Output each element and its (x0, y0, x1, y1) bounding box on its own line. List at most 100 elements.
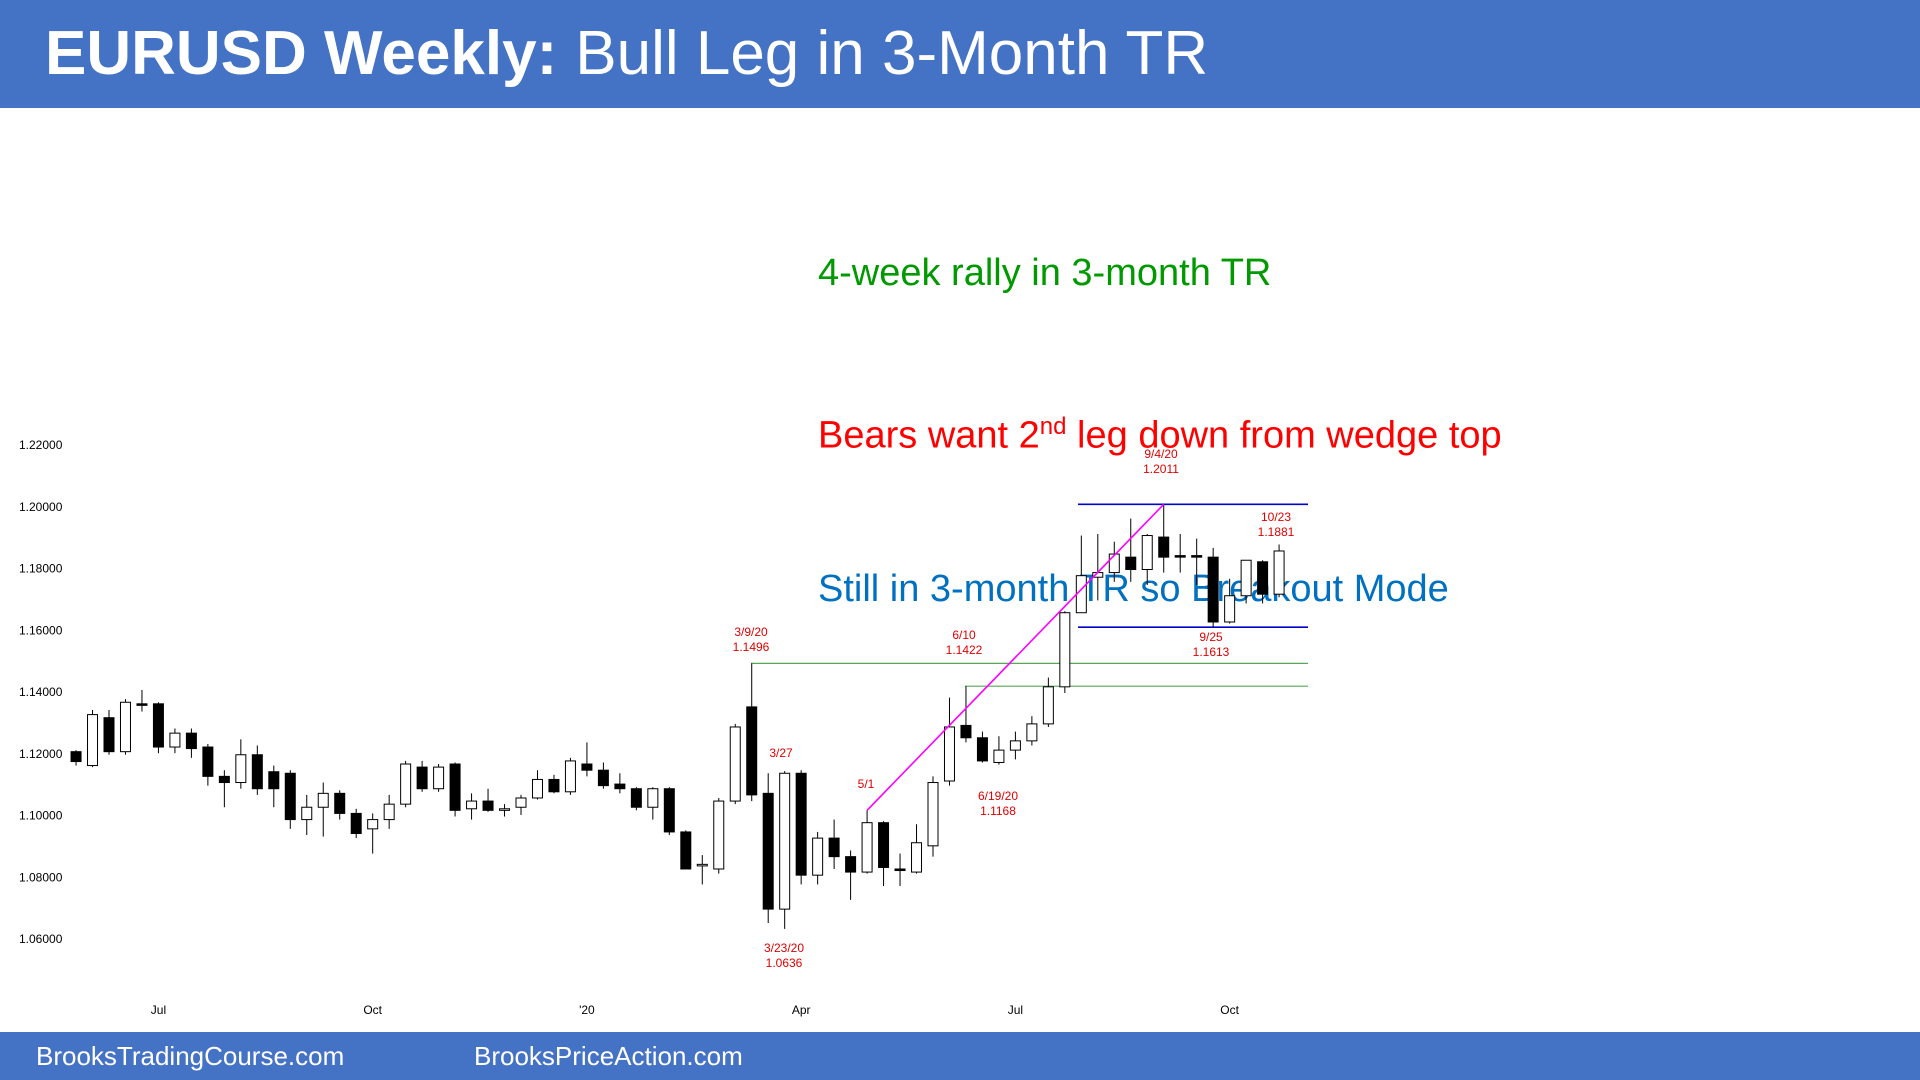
candle-body (301, 806, 313, 821)
candle-body (169, 732, 181, 748)
candle-body (943, 726, 955, 782)
candle-body (1257, 561, 1269, 595)
candle-body (812, 837, 824, 876)
candle-body (927, 782, 939, 847)
notes: 4-week rally in 3-month TR Bears want 2n… (818, 146, 1502, 666)
y-tick-label: 1.10000 (19, 809, 63, 823)
candle-body (564, 760, 576, 793)
candle-body (1141, 535, 1153, 570)
annotation-date: 6/19/20 (978, 789, 1018, 803)
candle-body (531, 778, 543, 799)
note-part: leg down from wedge top (1066, 414, 1502, 457)
annotation-date: 9/25 (1199, 630, 1223, 644)
candle-body (449, 763, 461, 811)
candle-body (696, 863, 708, 867)
annotation-date: 5/1 (858, 777, 875, 791)
x-tick-label: Jul (151, 1003, 166, 1017)
candle-body (1191, 555, 1203, 558)
candle-body (1026, 723, 1038, 742)
annotation-date: 10/23 (1261, 510, 1291, 524)
candle-body (268, 771, 280, 790)
footer: BrooksTradingCourse.com BrooksPriceAction… (0, 1032, 1920, 1080)
candle-body (1108, 553, 1120, 574)
annotation-price: 1.1422 (946, 643, 983, 657)
candle-body (482, 800, 494, 811)
candle-body (350, 812, 362, 834)
candle-body (762, 792, 774, 910)
candle-body (1224, 595, 1236, 623)
candle-body (218, 775, 230, 784)
title-rest: Bull Leg in 3-Month TR (575, 19, 1209, 88)
candle-body (87, 714, 99, 767)
candle-body (202, 746, 214, 777)
candle-body (1009, 740, 1021, 751)
y-tick-label: 1.14000 (19, 685, 63, 699)
note-part: Bears want 2 (818, 414, 1040, 457)
candle-body (894, 868, 906, 872)
candle-body (1158, 536, 1170, 558)
footer-link: BrooksPriceAction.com (474, 1041, 743, 1071)
candle-body (878, 822, 890, 868)
candle-body (334, 792, 346, 814)
candle-body (383, 803, 395, 821)
header: EURUSD Weekly: Bull Leg in 3-Month TR (0, 0, 1920, 108)
candle-body (647, 788, 659, 808)
annotation-date: 3/27 (769, 746, 793, 760)
candle-body (1273, 550, 1285, 595)
candle-body (367, 819, 379, 830)
annotation-date: 3/9/20 (734, 625, 768, 639)
annotation-date: 9/4/20 (1144, 447, 1178, 461)
candle-body (630, 788, 642, 808)
candle-body (1075, 575, 1087, 614)
candle-body (416, 766, 428, 790)
x-tick-label: Apr (792, 1003, 811, 1017)
annotation-price: 1.1168 (980, 804, 1016, 818)
x-tick-label: Oct (1220, 1003, 1239, 1017)
y-tick-label: 1.22000 (19, 438, 63, 452)
candle-body (235, 754, 247, 784)
x-tick-label: '20 (579, 1003, 595, 1017)
note: Bears want 2nd leg down from wedge top (818, 401, 1502, 462)
candle-body (152, 703, 164, 748)
note-sup: nd (1039, 413, 1067, 440)
candle-body (185, 732, 197, 750)
annotation-price: 1.1613 (1193, 645, 1230, 659)
candle-body (1059, 612, 1071, 688)
annotation-price: 1.1881 (1258, 525, 1295, 539)
candle-body (993, 749, 1005, 763)
candle-body (828, 837, 840, 858)
candle-body (597, 769, 609, 787)
y-tick-label: 1.20000 (19, 500, 63, 514)
y-tick-label: 1.08000 (19, 870, 63, 884)
footer-link: BrooksTradingCourse.com (36, 1041, 345, 1071)
chart: 1.06000 1.08000 1.10000 1.12000 1.14000 1.160… (19, 438, 1308, 1017)
candle-body (548, 778, 560, 793)
candle-body (779, 772, 791, 910)
candle-body (713, 800, 725, 870)
candle-body (845, 856, 857, 873)
trend-line (866, 503, 1165, 811)
candle-body (499, 808, 511, 811)
candle-body (251, 754, 263, 790)
candle-body (284, 772, 296, 821)
annotation-price: 1.2011 (1143, 462, 1179, 476)
candle-body (680, 831, 692, 870)
candle-body (976, 737, 988, 762)
candle-body (103, 717, 115, 753)
candle-body (317, 792, 329, 808)
candle-body (466, 800, 478, 810)
candle-body (136, 703, 148, 706)
x-tick-label: Oct (363, 1003, 382, 1017)
y-tick-label: 1.16000 (19, 623, 63, 637)
y-tick-label: 1.06000 (19, 932, 63, 946)
candle-body (515, 797, 527, 808)
x-tick-label: Jul (1008, 1003, 1023, 1017)
candle-body (861, 822, 873, 873)
candle-body (614, 783, 626, 790)
annotation-date: 3/23/20 (764, 941, 804, 955)
candle-body (911, 842, 923, 873)
candle-body (960, 724, 972, 739)
candle-body (433, 766, 445, 790)
candle-body (1042, 686, 1054, 725)
